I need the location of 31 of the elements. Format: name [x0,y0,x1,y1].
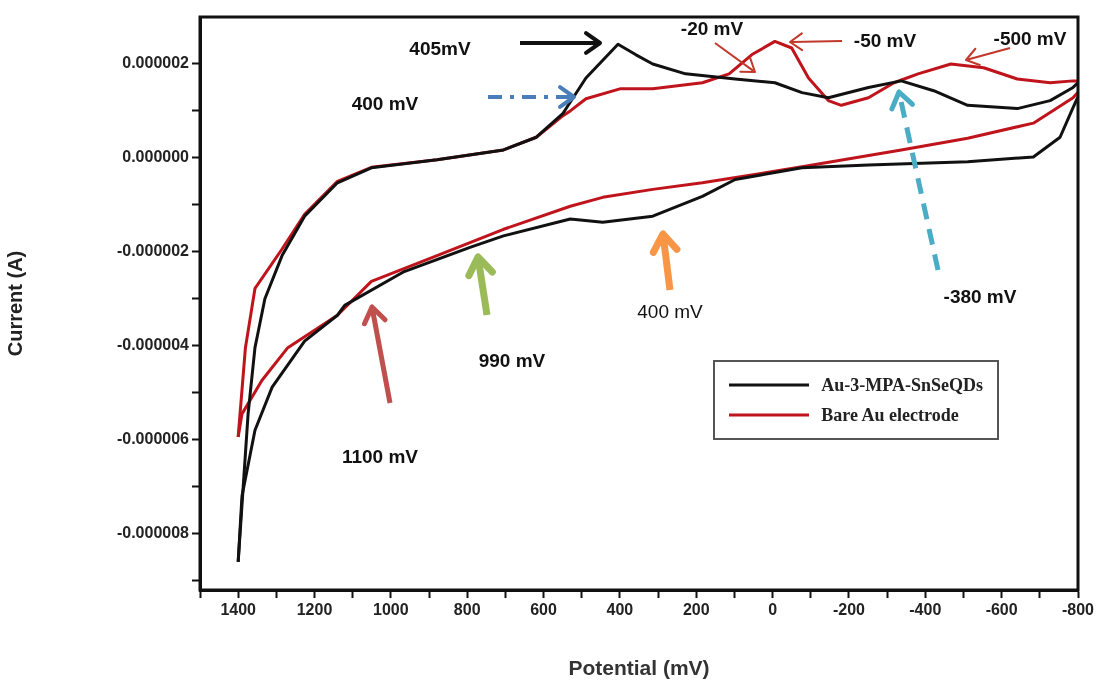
annotation: 405mV [409,38,471,60]
x-tick-label: -600 [985,601,1018,619]
y-tick-label: 0.000000 [122,148,190,166]
x-tick-label: 1400 [220,601,257,619]
y-tick-label: -0.000006 [116,430,190,448]
annotation: 1100 mV [341,446,419,468]
y-tick-label: 0.000002 [122,54,190,72]
annotation: 990 mV [478,350,546,372]
y-tick-label: -0.000008 [116,524,190,542]
x-tick-label: 1200 [296,601,333,619]
x-tick-label: 1000 [373,601,409,619]
x-tick-label: 800 [453,601,481,619]
x-tick-label: 200 [682,601,710,619]
annotation: -380 mV [943,286,1017,308]
legend-label: Bare Au electrode [821,404,959,426]
annotation: -500 mV [993,28,1067,50]
x-tick-label: 600 [530,601,558,619]
x-tick-label: -400 [909,601,942,619]
x-tick-label: 0 [768,601,778,619]
annotation: -50 mV [853,30,917,52]
y-tick-label: -0.000004 [116,336,190,354]
x-tick-label: -200 [832,601,866,619]
annotation: -20 mV [680,18,744,40]
annotation: 400 mV [351,93,419,115]
x-tick-label: -800 [1061,601,1095,619]
y-axis-title: Current (A) [3,250,26,357]
x-axis-title: Potential (mV) [568,656,710,680]
annotation: 400 mV [637,301,704,323]
x-tick-label: 400 [606,601,634,619]
y-tick-label: -0.000002 [116,242,190,260]
legend-label: Au-3-MPA-SnSeQDs [821,374,983,396]
